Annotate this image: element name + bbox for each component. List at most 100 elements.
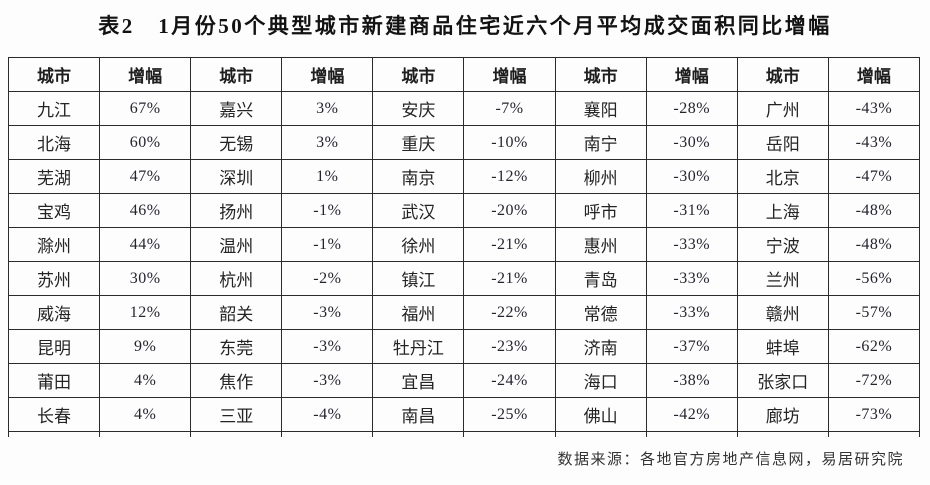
- growth-cell: -33%: [645, 227, 738, 263]
- city-cell: 惠州: [554, 227, 647, 263]
- city-cell: 宜昌: [372, 363, 465, 399]
- city-cell: 苏州: [7, 261, 101, 297]
- growth-cell: 60%: [99, 125, 192, 161]
- city-cell: 上海: [736, 193, 829, 229]
- growth-cell: -7%: [463, 91, 556, 127]
- growth-cell: -24%: [463, 363, 556, 399]
- city-cell: 海口: [554, 363, 647, 399]
- growth-cell: -4%: [281, 397, 374, 433]
- city-cell: 镇江: [372, 261, 465, 297]
- city-cell: 扬州: [190, 193, 283, 229]
- header-growth-cell: 增幅: [463, 57, 556, 93]
- city-cell: 柳州: [554, 159, 647, 195]
- city-cell: 滁州: [7, 227, 101, 263]
- city-cell: 东莞: [190, 329, 283, 365]
- growth-cell: 67%: [99, 91, 192, 127]
- city-cell: 芜湖: [7, 159, 101, 195]
- growth-cell: -30%: [645, 125, 738, 161]
- growth-cell: -48%: [827, 193, 921, 229]
- border-stub-cell: [645, 431, 738, 438]
- border-stub-cell: [281, 431, 374, 438]
- border-stub-row: [7, 431, 921, 438]
- growth-cell: 44%: [99, 227, 192, 263]
- border-stub-cell: [190, 431, 283, 438]
- header-city-cell: 城市: [7, 57, 101, 93]
- header-growth-cell: 增幅: [281, 57, 374, 93]
- growth-cell: -3%: [281, 363, 374, 399]
- table-row: 威海 12% 韶关 -3% 福州 -22% 常德 -33% 赣州 -57%: [7, 295, 921, 331]
- growth-cell: -2%: [281, 261, 374, 297]
- city-cell: 南宁: [554, 125, 647, 161]
- growth-cell: -30%: [645, 159, 738, 195]
- city-cell: 福州: [372, 295, 465, 331]
- city-cell: 三亚: [190, 397, 283, 433]
- housing-growth-table: 城市 增幅 城市 增幅 城市 增幅 城市 增幅 城市 增幅 九江 67% 嘉兴 3% 安庆 -7% 襄阳 -28…: [7, 57, 921, 438]
- city-cell: 北海: [7, 125, 101, 161]
- border-stub-cell: [463, 431, 556, 438]
- table-row: 长春 4% 三亚 -4% 南昌 -25% 佛山 -42% 廊坊 -73%: [7, 397, 921, 433]
- header-growth-cell: 增幅: [645, 57, 738, 93]
- city-cell: 襄阳: [554, 91, 647, 127]
- growth-cell: -43%: [827, 91, 921, 127]
- growth-cell: 4%: [99, 363, 192, 399]
- city-cell: 昆明: [7, 329, 101, 365]
- growth-cell: -3%: [281, 329, 374, 365]
- city-cell: 赣州: [736, 295, 829, 331]
- growth-cell: -47%: [827, 159, 921, 195]
- growth-cell: -21%: [463, 261, 556, 297]
- city-cell: 宁波: [736, 227, 829, 263]
- growth-cell: -25%: [463, 397, 556, 433]
- growth-cell: 3%: [281, 125, 374, 161]
- growth-cell: -1%: [281, 227, 374, 263]
- border-stub-cell: [827, 431, 921, 438]
- city-cell: 长春: [7, 397, 101, 433]
- table-row: 宝鸡 46% 扬州 -1% 武汉 -20% 呼市 -31% 上海 -48%: [7, 193, 921, 229]
- growth-cell: 1%: [281, 159, 374, 195]
- city-cell: 南京: [372, 159, 465, 195]
- growth-cell: -20%: [463, 193, 556, 229]
- city-cell: 南昌: [372, 397, 465, 433]
- city-cell: 蚌埠: [736, 329, 829, 365]
- city-cell: 兰州: [736, 261, 829, 297]
- border-stub-cell: [99, 431, 192, 438]
- city-cell: 韶关: [190, 295, 283, 331]
- city-cell: 莆田: [7, 363, 101, 399]
- table-row: 芜湖 47% 深圳 1% 南京 -12% 柳州 -30% 北京 -47%: [7, 159, 921, 195]
- city-cell: 北京: [736, 159, 829, 195]
- header-city-cell: 城市: [190, 57, 283, 93]
- city-cell: 徐州: [372, 227, 465, 263]
- city-cell: 呼市: [554, 193, 647, 229]
- growth-cell: -72%: [827, 363, 921, 399]
- growth-cell: -3%: [281, 295, 374, 331]
- growth-cell: -43%: [827, 125, 921, 161]
- table-title: 表2 1月份50个典型城市新建商品住宅近六个月平均成交面积同比增幅: [98, 14, 832, 38]
- city-cell: 济南: [554, 329, 647, 365]
- growth-cell: -1%: [281, 193, 374, 229]
- table-row: 苏州 30% 杭州 -2% 镇江 -21% 青岛 -33% 兰州 -56%: [7, 261, 921, 297]
- growth-cell: -22%: [463, 295, 556, 331]
- city-cell: 张家口: [736, 363, 829, 399]
- growth-cell: -42%: [645, 397, 738, 433]
- border-stub-cell: [372, 431, 465, 438]
- header-city-cell: 城市: [372, 57, 465, 93]
- growth-cell: 4%: [99, 397, 192, 433]
- table-row: 昆明 9% 东莞 -3% 牡丹江 -23% 济南 -37% 蚌埠 -62%: [7, 329, 921, 365]
- city-cell: 广州: [736, 91, 829, 127]
- growth-cell: -33%: [645, 261, 738, 297]
- border-stub-cell: [736, 431, 829, 438]
- growth-cell: 9%: [99, 329, 192, 365]
- city-cell: 无锡: [190, 125, 283, 161]
- border-stub-cell: [7, 431, 101, 438]
- city-cell: 安庆: [372, 91, 465, 127]
- growth-cell: -10%: [463, 125, 556, 161]
- city-cell: 廊坊: [736, 397, 829, 433]
- growth-cell: -28%: [645, 91, 738, 127]
- city-cell: 武汉: [372, 193, 465, 229]
- table-body: 九江 67% 嘉兴 3% 安庆 -7% 襄阳 -28% 广州 -43% 北海 60% 无锡 3% 重庆 -10…: [7, 91, 921, 438]
- table-header: 城市 增幅 城市 增幅 城市 增幅 城市 增幅 城市 增幅: [7, 57, 921, 93]
- city-cell: 岳阳: [736, 125, 829, 161]
- header-row: 城市 增幅 城市 增幅 城市 增幅 城市 增幅 城市 增幅: [7, 57, 921, 93]
- city-cell: 深圳: [190, 159, 283, 195]
- header-growth-cell: 增幅: [99, 57, 192, 93]
